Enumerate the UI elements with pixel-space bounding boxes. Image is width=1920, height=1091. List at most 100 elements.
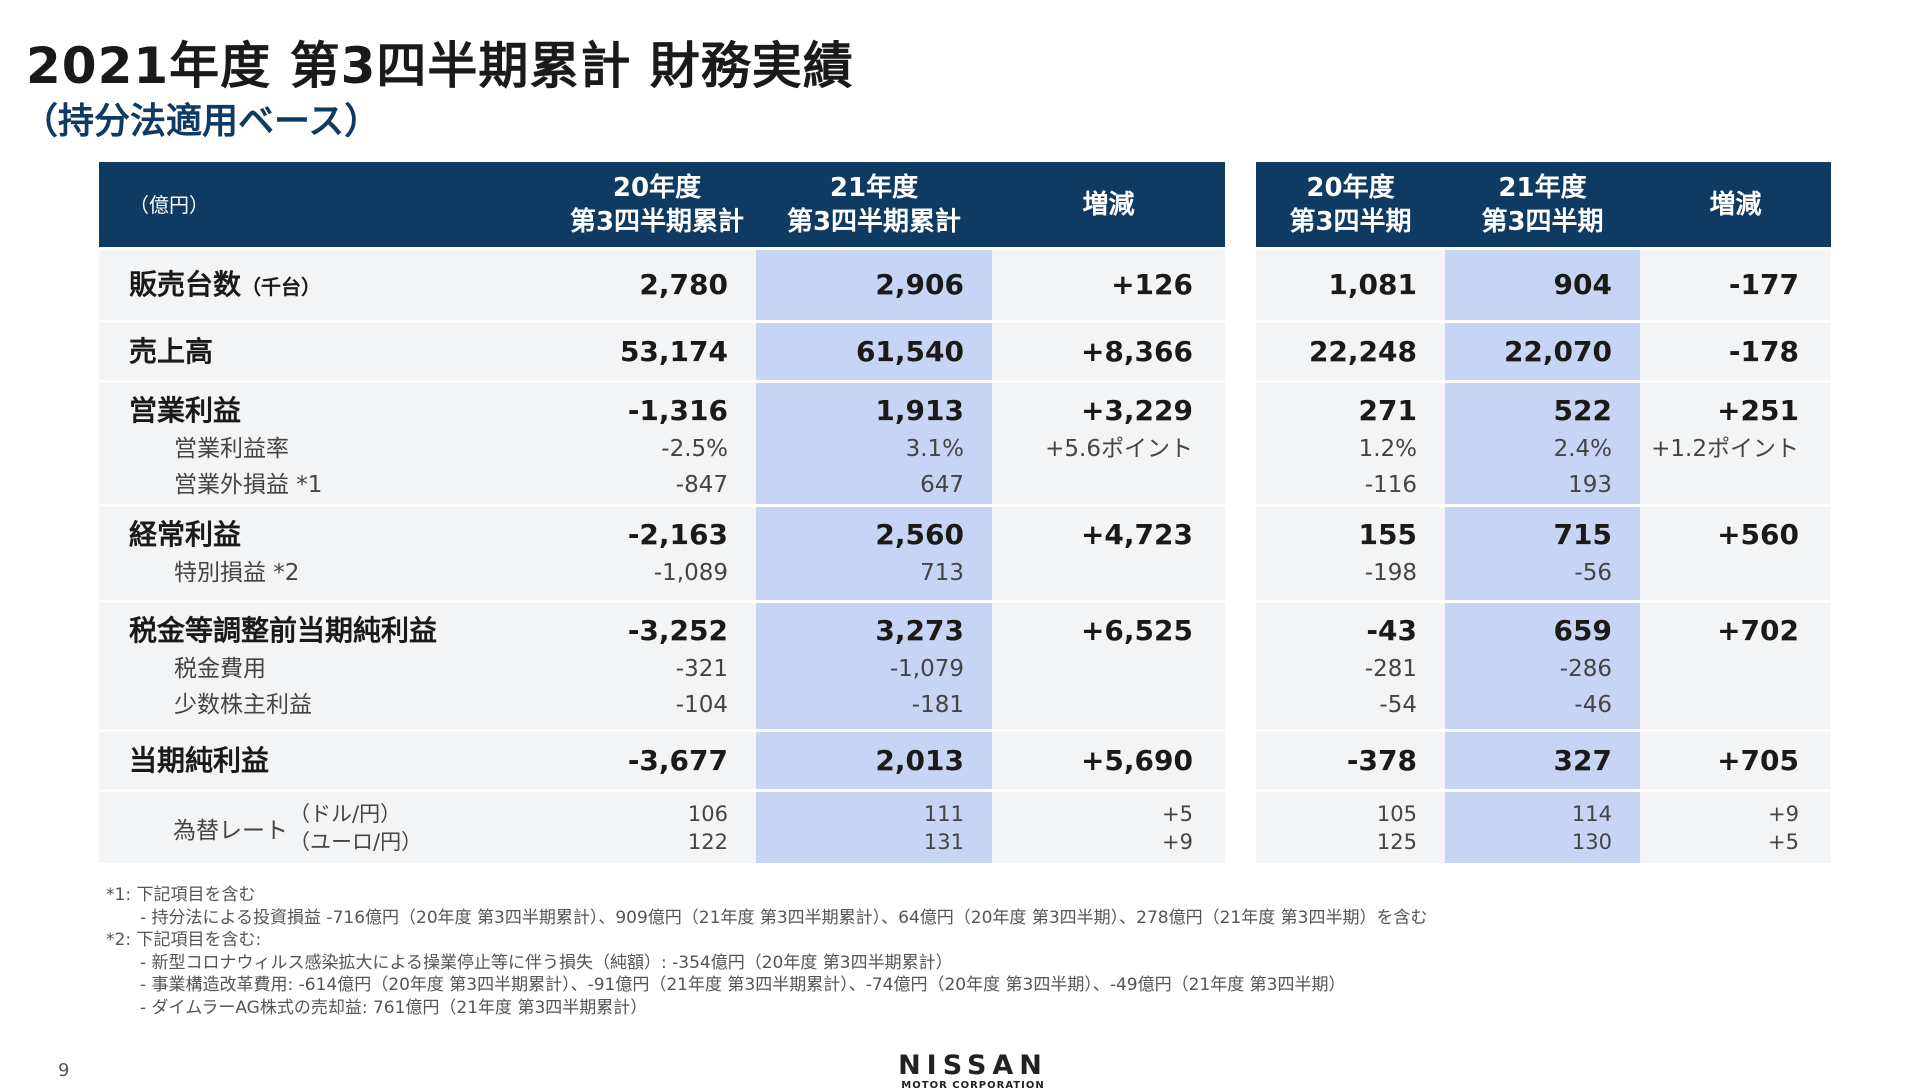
value: -1,089 xyxy=(653,560,728,586)
row-label-cell: 当期純利益 xyxy=(99,732,558,789)
row-label: 税金等調整前当期純利益 xyxy=(129,611,558,651)
value: -1,316 xyxy=(627,394,728,427)
column-header: 21年度 第3四半期累計 xyxy=(786,172,962,237)
value-cell: 105 125 xyxy=(1256,792,1445,863)
value-cell: 1,081 xyxy=(1256,250,1445,320)
page-title: 2021年度 第3四半期累計 財務実績 xyxy=(26,37,854,95)
value: 193 xyxy=(1568,472,1612,498)
table-row: -378 327 +705 xyxy=(1256,732,1831,789)
row-label: 当期純利益 xyxy=(129,741,558,781)
logo-sub: MOTOR CORPORATION xyxy=(901,1080,1045,1091)
value: 1.2% xyxy=(1358,436,1417,462)
footnote-line: - ダイムラーAG株式の売却益: 761億円（21年度 第3四半期累計） xyxy=(140,997,648,1018)
table-row: 税金等調整前当期純利益 税金費用 少数株主利益 -3,252 -321 -104 3,273… xyxy=(99,603,1225,729)
value: 2.4% xyxy=(1553,436,1612,462)
value-cell: +5,690 xyxy=(992,732,1225,789)
row-label: 営業外損益 *1 xyxy=(129,467,558,503)
value-cell: -3,677 xyxy=(558,732,756,789)
table-row: -43 -281 -54 659 -286 -46 +702 xyxy=(1256,603,1831,729)
label-text: 当期純利益 xyxy=(129,743,270,777)
value: -181 xyxy=(911,692,964,718)
table-header: （億円） 20年度 第3四半期累計 21年度 第3四半期累計 増減 xyxy=(99,162,1225,247)
value: +9 xyxy=(1162,829,1193,854)
label-text: 税金等調整前当期純利益 xyxy=(129,614,438,647)
row-label: 経常利益 xyxy=(129,515,558,555)
column-header: 増減 xyxy=(1082,189,1135,220)
unit-label: （千台） xyxy=(241,275,322,299)
value-cell: 327 xyxy=(1445,732,1640,789)
fx-currency-label: （ユーロ/円） xyxy=(289,829,423,854)
value-cell: 659 -286 -46 xyxy=(1445,603,1640,729)
row-label: 営業利益率 xyxy=(129,431,558,467)
label-text: 経常利益 xyxy=(129,518,242,551)
value-cell: 61,540 xyxy=(756,323,992,380)
value: -54 xyxy=(1379,692,1417,718)
value-cell: 1,913 3.1% 647 xyxy=(756,383,992,504)
value-cell: 904 xyxy=(1445,250,1640,320)
value: 647 xyxy=(920,472,964,498)
value-cell: +3,229 +5.6ポイント xyxy=(992,383,1225,504)
value: -177 xyxy=(1728,268,1799,301)
value: 713 xyxy=(920,560,964,586)
value: +5 xyxy=(1162,801,1193,826)
value: -378 xyxy=(1346,743,1417,777)
value: 130 xyxy=(1571,829,1612,854)
value-cell: 2,780 xyxy=(558,250,756,320)
value-cell: +126 xyxy=(992,250,1225,320)
value: +705 xyxy=(1717,743,1799,777)
value xyxy=(992,687,1193,723)
fx-currency-label: （ドル/円） xyxy=(289,801,402,826)
table-row: 営業利益 営業利益率 営業外損益 *1 -1,316 -2.5% -847 1,913 3.1… xyxy=(99,383,1225,504)
row-label: 少数株主利益 xyxy=(129,687,558,723)
value-cell: +702 xyxy=(1640,603,1831,729)
value: 131 xyxy=(923,829,964,854)
unit-label: （億円） xyxy=(129,192,209,217)
value: -321 xyxy=(675,656,728,682)
value: +4,723 xyxy=(1080,518,1193,551)
row-label-cell: 税金等調整前当期純利益 税金費用 少数株主利益 xyxy=(99,603,558,729)
value xyxy=(992,467,1193,503)
value-cell: +560 xyxy=(1640,507,1831,600)
fx-sublabels: （ドル/円） （ユーロ/円） xyxy=(289,800,422,856)
value: +5 xyxy=(1768,829,1799,854)
table-row: 1,081 904 -177 xyxy=(1256,250,1831,320)
value-cell: 522 2.4% 193 xyxy=(1445,383,1640,504)
nissan-logo: NISSAN MOTOR CORPORATION xyxy=(873,1052,1073,1091)
label-text: 営業外損益 *1 xyxy=(174,472,323,498)
value-cell: -3,252 -321 -104 xyxy=(558,603,756,729)
value-cell: +5 +9 xyxy=(992,792,1225,863)
value: 105 xyxy=(1376,801,1417,826)
value xyxy=(1640,687,1799,723)
value: -3,252 xyxy=(627,614,728,647)
value-cell: 155 -198 xyxy=(1256,507,1445,600)
table-row: 22,248 22,070 -178 xyxy=(1256,323,1831,380)
value-cell: -1,316 -2.5% -847 xyxy=(558,383,756,504)
value: 125 xyxy=(1376,829,1417,854)
row-label: 特別損益 *2 xyxy=(129,555,558,591)
value: 2,906 xyxy=(875,268,964,301)
value: 53,174 xyxy=(619,334,728,368)
footnote-line: - 新型コロナウィルス感染拡大による操業停止等に伴う損失（純額）: -354億円… xyxy=(140,952,953,973)
value: 114 xyxy=(1571,801,1612,826)
page-number: 9 xyxy=(58,1060,70,1081)
value: 2,560 xyxy=(875,518,964,551)
value: 522 xyxy=(1553,394,1612,427)
value: -2.5% xyxy=(661,436,728,462)
value-cell: +6,525 xyxy=(992,603,1225,729)
value: 327 xyxy=(1553,743,1612,777)
value xyxy=(992,651,1193,687)
value: -46 xyxy=(1574,692,1612,718)
table-row: 経常利益 特別損益 *2 -2,163 -1,089 2,560 713 +4,723 xyxy=(99,507,1225,600)
value: -56 xyxy=(1574,560,1612,586)
value: +8,366 xyxy=(1080,334,1193,368)
value: -43 xyxy=(1366,614,1417,647)
row-label: 販売台数（千台） xyxy=(129,265,558,305)
value: 904 xyxy=(1553,268,1612,301)
value: 715 xyxy=(1553,518,1612,551)
value-cell: 2,560 713 xyxy=(756,507,992,600)
column-header: 20年度 第3四半期 xyxy=(1289,172,1412,237)
label-text: 特別損益 *2 xyxy=(174,560,300,586)
value xyxy=(1640,467,1799,503)
value-cell: 3,273 -1,079 -181 xyxy=(756,603,992,729)
table-row: 為替レート （ドル/円） （ユーロ/円） 106 122 111 131 +5 +9 xyxy=(99,792,1225,863)
